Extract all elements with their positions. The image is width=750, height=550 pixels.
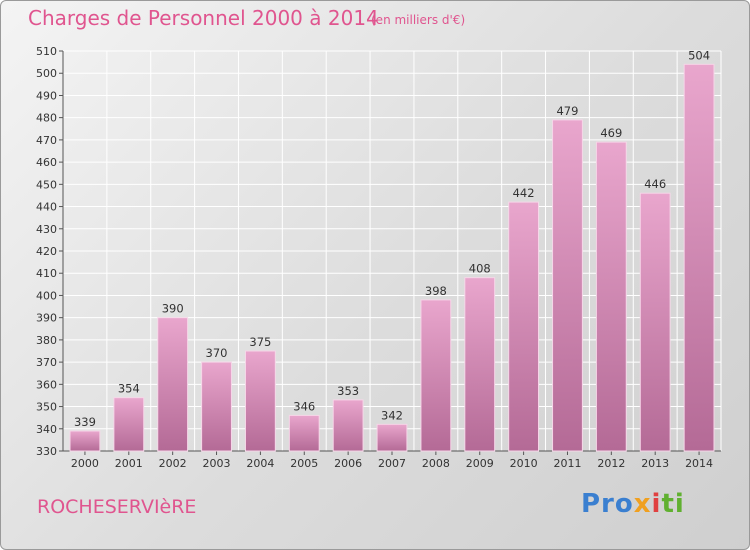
proxiti-logo[interactable]: Proxiti (581, 489, 685, 519)
bar-2013 (639, 192, 671, 452)
data-label: 479 (556, 104, 578, 118)
x-tick-label: 2001 (115, 457, 143, 470)
data-label: 342 (381, 408, 403, 422)
bar-2005 (288, 414, 320, 452)
bar-2014 (683, 63, 715, 452)
logo-part-2: x (633, 489, 652, 519)
data-label: 442 (513, 186, 535, 200)
y-tick-label: 480 (36, 112, 57, 125)
bar-2006 (332, 399, 364, 452)
logo-part-4: ti (661, 489, 685, 519)
data-label: 446 (644, 177, 666, 191)
x-tick-label: 2002 (159, 457, 187, 470)
bar-2008 (420, 299, 452, 452)
y-tick-label: 330 (36, 445, 57, 458)
data-label: 504 (688, 48, 710, 62)
x-tick-label: 2011 (553, 457, 581, 470)
data-label: 398 (425, 284, 447, 298)
x-tick-label: 2012 (597, 457, 625, 470)
data-label: 408 (469, 262, 491, 276)
y-tick-label: 430 (36, 223, 57, 236)
data-label: 339 (74, 415, 96, 429)
y-tick-label: 460 (36, 156, 57, 169)
y-tick-label: 340 (36, 423, 57, 436)
bar-2010 (508, 201, 540, 452)
chart-subtitle: (en milliers d'€) (371, 13, 466, 27)
chart-title: Charges de Personnel 2000 à 2014 (28, 6, 379, 30)
bar-2012 (595, 141, 627, 452)
y-tick-label: 470 (36, 134, 57, 147)
bar-2000 (69, 430, 101, 452)
x-tick-label: 2013 (641, 457, 669, 470)
logo-part-3: i (651, 489, 662, 519)
y-tick-label: 490 (36, 89, 57, 102)
data-label: 469 (600, 126, 622, 140)
x-tick-label: 2000 (71, 457, 99, 470)
logo-part-1: Pro (581, 489, 634, 519)
labels: 330 340 350 360 370 380 390 400 410 420 430 440 450 4… (36, 45, 713, 470)
x-tick-label: 2009 (466, 457, 494, 470)
y-tick-label: 440 (36, 201, 57, 214)
x-tick-label: 2006 (334, 457, 362, 470)
y-tick-label: 450 (36, 178, 57, 191)
commune-name: ROCHESERVIèRE (37, 496, 197, 518)
bar-2009 (464, 277, 496, 452)
y-tick-label: 420 (36, 245, 57, 258)
data-label: 375 (249, 335, 271, 349)
data-label: 370 (206, 346, 228, 360)
x-tick-label: 2005 (290, 457, 318, 470)
y-tick-label: 380 (36, 334, 57, 347)
x-tick-label: 2007 (378, 457, 406, 470)
bars (69, 63, 715, 452)
data-label: 390 (162, 302, 184, 316)
x-tick-label: 2008 (422, 457, 450, 470)
x-tick-label: 2014 (685, 457, 713, 470)
bar-2011 (552, 119, 583, 452)
data-label: 353 (337, 384, 359, 398)
x-tick-label: 2010 (510, 457, 538, 470)
data-label: 346 (293, 399, 315, 413)
y-tick-label: 400 (36, 289, 57, 302)
bar-2007 (376, 423, 408, 452)
y-tick-label: 370 (36, 356, 57, 369)
bar-2002 (157, 317, 189, 452)
x-tick-label: 2004 (246, 457, 274, 470)
bar-2004 (244, 350, 276, 452)
y-tick-label: 390 (36, 312, 57, 325)
y-tick-label: 510 (36, 45, 57, 58)
data-label: 354 (118, 382, 140, 396)
x-tick-label: 2003 (203, 457, 231, 470)
bar-2003 (201, 361, 232, 452)
y-tick-label: 410 (36, 267, 57, 280)
bar-2001 (113, 397, 145, 452)
y-tick-label: 360 (36, 378, 57, 391)
y-tick-label: 500 (36, 67, 57, 80)
y-tick-label: 350 (36, 401, 57, 414)
